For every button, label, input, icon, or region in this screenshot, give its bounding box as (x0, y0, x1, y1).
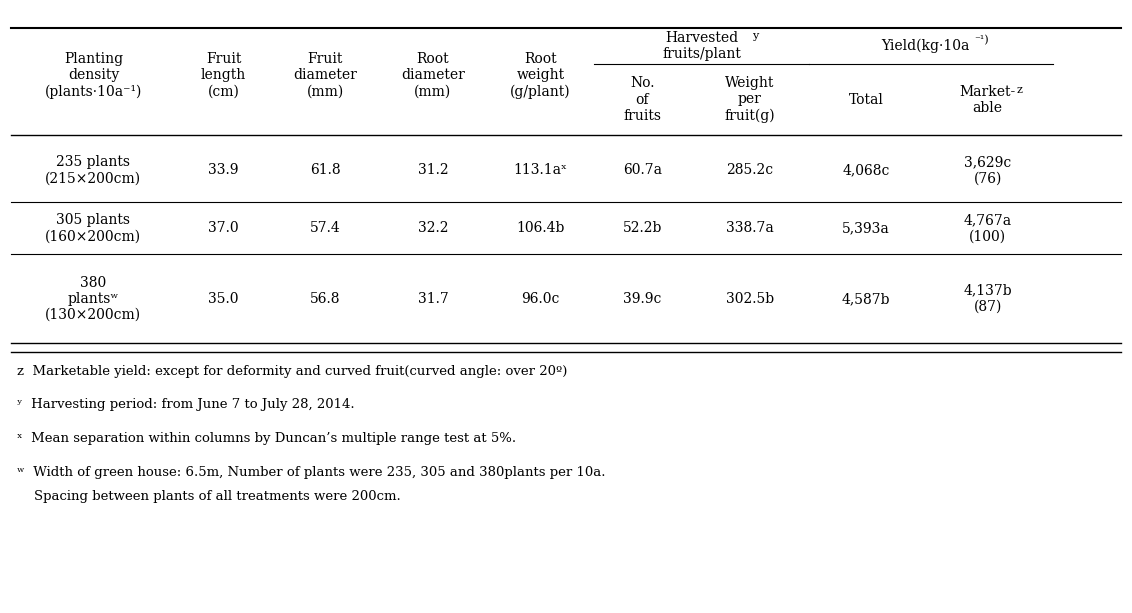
Text: Spacing between plants of all treatments were 200cm.: Spacing between plants of all treatments… (17, 490, 401, 503)
Text: 4,587b: 4,587b (842, 292, 890, 306)
Text: 4,068c: 4,068c (842, 163, 890, 177)
Text: ⁻¹): ⁻¹) (974, 35, 988, 45)
Text: y: y (752, 31, 758, 41)
Text: 33.9: 33.9 (208, 163, 239, 177)
Text: Root
weight
(g/plant): Root weight (g/plant) (511, 51, 571, 99)
Text: 3,629c
(76): 3,629c (76) (964, 155, 1011, 185)
Text: Weight
per
fruit(g): Weight per fruit(g) (724, 76, 775, 123)
Text: 60.7a: 60.7a (623, 163, 662, 177)
Text: 113.1aˣ: 113.1aˣ (514, 163, 567, 177)
Text: 285.2c: 285.2c (727, 163, 773, 177)
Text: 96.0c: 96.0c (522, 292, 559, 306)
Text: Yield(kg·10a: Yield(kg·10a (881, 39, 970, 53)
Text: 338.7a: 338.7a (726, 221, 774, 235)
Text: 380
plantsʷ
(130×200cm): 380 plantsʷ (130×200cm) (45, 276, 142, 322)
Text: 32.2: 32.2 (418, 221, 448, 235)
Text: No.
of
fruits: No. of fruits (624, 77, 661, 123)
Text: 4,767a
(100): 4,767a (100) (963, 213, 1012, 243)
Text: ᴢ  Marketable yield: except for deformity and curved fruit(curved angle: over 20: ᴢ Marketable yield: except for deformity… (17, 365, 567, 378)
Text: ˣ  Mean separation within columns by Duncan’s multiple range test at 5%.: ˣ Mean separation within columns by Dunc… (17, 432, 516, 445)
Text: 4,137b
(87): 4,137b (87) (963, 284, 1012, 314)
Text: 31.2: 31.2 (418, 163, 448, 177)
Text: z: z (1017, 85, 1022, 96)
Text: ʷ  Width of green house: 6.5m, Number of plants were 235, 305 and 380plants per : ʷ Width of green house: 6.5m, Number of … (17, 466, 606, 479)
Text: Planting
density
(plants·10a⁻¹): Planting density (plants·10a⁻¹) (44, 51, 143, 99)
Text: 235 plants
(215×200cm): 235 plants (215×200cm) (45, 155, 142, 185)
Text: Harvested
fruits/plant: Harvested fruits/plant (662, 31, 741, 61)
Text: 56.8: 56.8 (310, 292, 341, 306)
Text: 37.0: 37.0 (208, 221, 239, 235)
Text: ʸ  Harvesting period: from June 7 to July 28, 2014.: ʸ Harvesting period: from June 7 to July… (17, 398, 354, 411)
Text: Total: Total (849, 93, 883, 107)
Text: 35.0: 35.0 (208, 292, 239, 306)
Text: 31.7: 31.7 (418, 292, 448, 306)
Text: 106.4b: 106.4b (516, 221, 565, 235)
Text: 52.2b: 52.2b (623, 221, 662, 235)
Text: 5,393a: 5,393a (842, 221, 890, 235)
Text: Fruit
length
(cm): Fruit length (cm) (201, 52, 246, 98)
Text: Market-
able: Market- able (960, 85, 1015, 115)
Text: 305 plants
(160×200cm): 305 plants (160×200cm) (45, 213, 142, 243)
Text: 61.8: 61.8 (310, 163, 341, 177)
Text: Fruit
diameter
(mm): Fruit diameter (mm) (293, 52, 358, 98)
Text: 57.4: 57.4 (310, 221, 341, 235)
Text: 302.5b: 302.5b (726, 292, 774, 306)
Text: Root
diameter
(mm): Root diameter (mm) (401, 52, 465, 98)
Text: 39.9c: 39.9c (624, 292, 661, 306)
